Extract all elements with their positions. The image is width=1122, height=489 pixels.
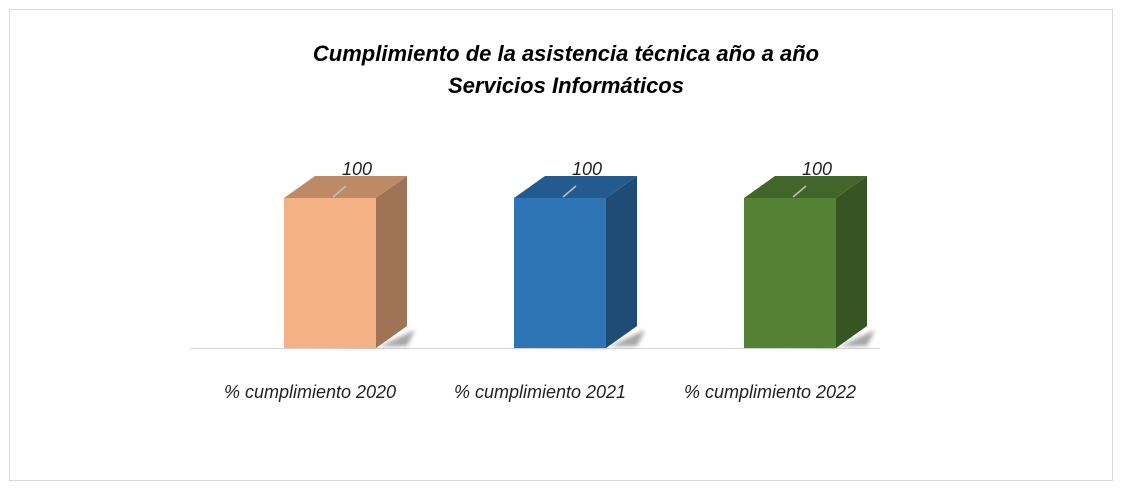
value-label: 100: [802, 159, 832, 179]
x-tick-label: % cumplimiento 2020: [224, 382, 396, 402]
chart-subtitle: Servicios Informáticos: [448, 73, 684, 98]
bar: [514, 176, 637, 348]
leader-line: [332, 185, 347, 198]
value-label: 100: [342, 159, 372, 179]
bar-front: [744, 198, 836, 348]
bar: [284, 176, 407, 348]
leader-line: [562, 185, 577, 198]
x-tick-label: % cumplimiento 2021: [454, 382, 626, 402]
bar-front: [514, 198, 606, 348]
bar-front: [284, 198, 376, 348]
bar-side: [376, 176, 407, 348]
x-tick-label: % cumplimiento 2022: [684, 382, 856, 402]
bar-side: [836, 176, 867, 348]
chart-title: Cumplimiento de la asistencia técnica añ…: [313, 41, 819, 66]
leader-line: [792, 185, 807, 198]
value-label: 100: [572, 159, 602, 179]
bar: [744, 176, 867, 348]
bar-side: [606, 176, 637, 348]
